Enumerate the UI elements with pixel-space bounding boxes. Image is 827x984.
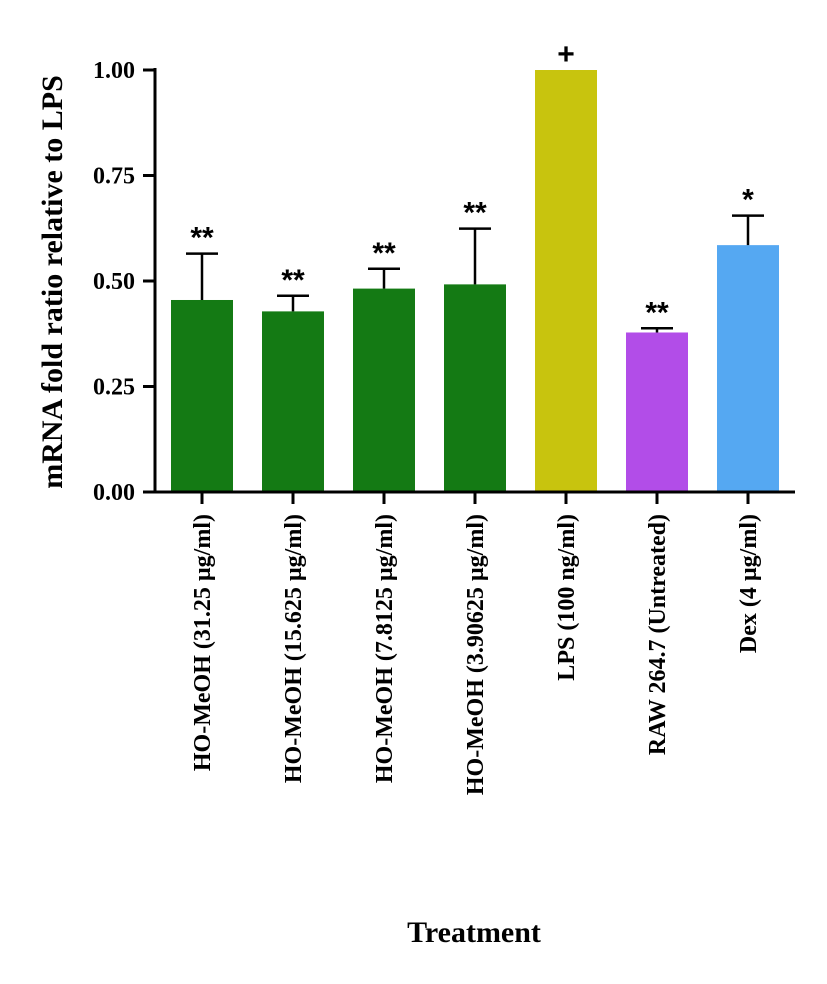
x-tick-label: HO-MeOH (31.25 µg/ml) — [190, 514, 216, 771]
significance-label: * — [742, 184, 754, 217]
bar — [171, 299, 233, 492]
bar — [444, 284, 506, 492]
y-tick-label: 0.00 — [93, 480, 135, 506]
bar — [262, 311, 324, 492]
y-axis-title: mRNA fold ratio relative to LPS — [36, 75, 69, 489]
significance-labels: ********+*** — [190, 38, 754, 329]
bar — [353, 288, 415, 492]
significance-label: ** — [372, 237, 396, 270]
x-tick-label: LPS (100 ng/ml) — [554, 514, 580, 681]
x-tick-label: HO-MeOH (7.8125 µg/ml) — [372, 514, 398, 783]
significance-label: ** — [645, 296, 669, 329]
y-tick-label: 0.25 — [93, 375, 135, 401]
y-tick-label: 0.50 — [93, 269, 135, 295]
significance-label: ** — [463, 197, 487, 230]
y-axis: 0.00 0.25 0.50 0.75 1.00 — [93, 58, 157, 506]
x-tick-label: RAW 264.7 (Untreated) — [645, 514, 671, 755]
significance-label: ** — [190, 222, 214, 255]
bar — [626, 332, 688, 492]
significance-label: ** — [281, 264, 305, 297]
significance-label: + — [557, 38, 575, 71]
bars — [171, 70, 779, 492]
y-tick-label: 1.00 — [93, 58, 135, 84]
bar — [535, 70, 597, 492]
x-axis: HO-MeOH (31.25 µg/ml) HO-MeOH (15.625 µg/… — [155, 490, 795, 795]
x-axis-title: Treatment — [407, 916, 541, 949]
bar — [717, 245, 779, 492]
x-tick-label: HO-MeOH (3.90625 µg/ml) — [463, 514, 489, 795]
y-tick-label: 0.75 — [93, 164, 135, 190]
error-bars — [186, 214, 764, 333]
x-tick-label: HO-MeOH (15.625 µg/ml) — [281, 514, 307, 783]
x-tick-label: Dex (4 µg/ml) — [736, 514, 762, 653]
